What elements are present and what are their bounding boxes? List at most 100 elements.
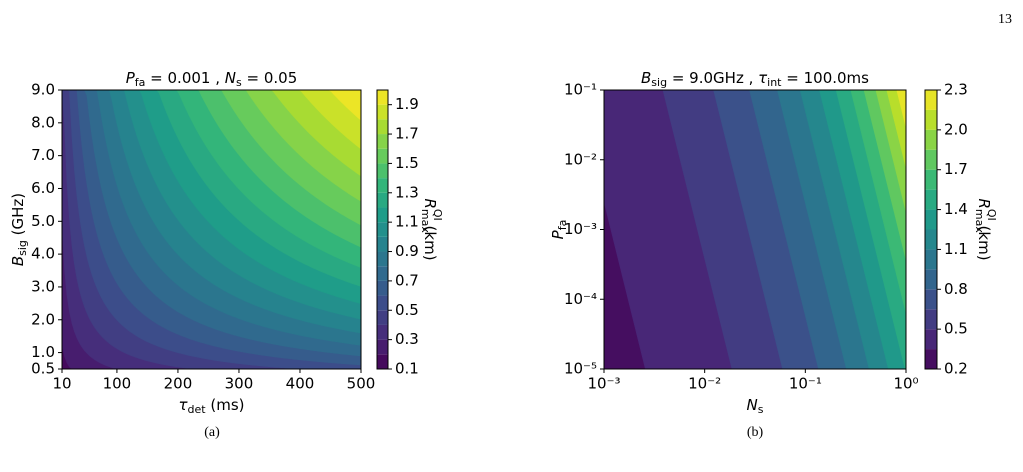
- y-tick-label: 7.0: [31, 146, 55, 164]
- colorbar-frame: [924, 89, 938, 370]
- colorbar-band: [377, 251, 388, 267]
- colorbar-tick-label: 0.5: [395, 301, 419, 319]
- x-tick-label: 200: [164, 375, 193, 393]
- colorbar-band: [377, 163, 388, 179]
- x-tick-label: 10⁻³: [587, 375, 620, 393]
- colorbar-label: RmaxQI​ (km): [973, 198, 998, 260]
- x-axis-label: τdet​ (ms): [178, 396, 244, 417]
- text-part: = 0.001 ,: [145, 69, 224, 87]
- colorbar-band: [377, 295, 388, 311]
- y-tick-label: 5.0: [31, 212, 55, 230]
- y-tick-label: 4.0: [31, 245, 55, 263]
- contour-field: [62, 90, 361, 369]
- colorbar-band: [925, 229, 937, 250]
- contour-band: [896, 90, 906, 369]
- subscript: max: [419, 209, 432, 233]
- colorbar-band: [925, 90, 937, 110]
- subscript: sig: [651, 76, 667, 89]
- text-part: (ms): [206, 396, 245, 414]
- colorbar-band: [925, 129, 937, 150]
- colorbar-band: [377, 324, 388, 340]
- subscript: s: [236, 76, 242, 89]
- colorbar-tick-label: 0.1: [395, 360, 419, 378]
- chart-title: Bsig​ = 9.0GHz , τint​ = 100.0ms: [641, 69, 869, 90]
- plot-frame: [61, 89, 362, 370]
- text-part: R: [976, 198, 994, 208]
- y-tick-label: 6.0: [31, 179, 55, 197]
- x-tick-label: 400: [286, 375, 315, 393]
- colorbar-tick-label: 1.5: [395, 154, 419, 172]
- colorbar-tick-label: 2.0: [944, 120, 968, 138]
- colorbar-band: [925, 149, 937, 170]
- superscript: QI: [985, 209, 998, 221]
- colorbar-band: [377, 90, 388, 105]
- text-part: N: [747, 396, 758, 414]
- y-tick-label: 1.0: [31, 343, 55, 361]
- contour-field: [604, 90, 906, 369]
- colorbar-tick-label: 1.7: [944, 160, 968, 178]
- caption: (a): [204, 425, 220, 440]
- colorbar-band: [925, 249, 937, 270]
- y-axis-label: Bsig​ (GHz): [9, 193, 30, 266]
- y-tick-label: 3.0: [31, 277, 55, 295]
- contour-band: [62, 90, 361, 150]
- colorbar-band: [377, 222, 388, 237]
- colorbar-band: [925, 349, 937, 369]
- colorbar-tick-label: 0.5: [944, 320, 968, 338]
- text-part: (km): [976, 221, 994, 261]
- colorbar-band: [925, 289, 937, 310]
- colorbar-band: [925, 169, 937, 190]
- text-part: B: [9, 256, 27, 266]
- page-number: 13: [998, 12, 1012, 27]
- colorbar-band: [377, 178, 388, 193]
- contour-band: [875, 90, 906, 369]
- text-part: = 9.0GHz ,: [667, 69, 758, 87]
- chart-title: Pfa​ = 0.001 , Ns​ = 0.05: [126, 69, 298, 90]
- x-tick-label: 10⁻¹: [789, 375, 822, 393]
- colorbar-band: [925, 189, 937, 210]
- y-axis-label: Pfa​: [549, 220, 570, 240]
- colorbar-band: [377, 236, 388, 252]
- contour-band: [62, 90, 361, 202]
- colorbar-band: [925, 309, 937, 330]
- colorbar-band: [925, 209, 937, 230]
- subscript: sig: [16, 240, 29, 256]
- colorbar-tick-label: 1.3: [395, 183, 419, 201]
- colorbar-band: [925, 269, 937, 290]
- colorbar-tick-label: 0.3: [395, 330, 419, 348]
- x-tick-label: 10: [52, 375, 71, 393]
- text-part: (GHz): [9, 193, 27, 240]
- y-tick-label: 10⁻²: [564, 150, 597, 168]
- y-tick-label: 10⁻³: [564, 220, 597, 238]
- text-part: τ: [178, 396, 188, 414]
- colorbar-tick-label: 1.1: [944, 240, 968, 258]
- colorbar-band: [377, 192, 388, 208]
- superscript: QI: [431, 209, 444, 221]
- colorbar-band: [925, 329, 937, 350]
- colorbar-tick-label: 0.2: [944, 360, 968, 378]
- colorbar-band: [377, 134, 388, 149]
- colorbar-band: [377, 119, 388, 135]
- colorbar-tick-label: 1.1: [395, 213, 419, 231]
- colorbar-band: [925, 109, 937, 130]
- y-tick-label: 10⁻¹: [564, 81, 597, 99]
- x-tick-label: 500: [347, 375, 376, 393]
- colorbar-band: [377, 339, 388, 355]
- x-tick-label: 300: [225, 375, 254, 393]
- subscript: s: [758, 403, 764, 416]
- text-part: P: [126, 69, 136, 87]
- text-part: (km): [422, 221, 440, 261]
- text-part: N: [225, 69, 236, 87]
- y-tick-label: 9.0: [31, 81, 55, 99]
- x-tick-label: 10⁰: [893, 375, 918, 393]
- y-tick-label: 10⁻⁵: [564, 360, 597, 378]
- y-tick-label: 10⁻⁴: [564, 290, 597, 308]
- colorbar-tick-label: 1.7: [395, 125, 419, 143]
- subscript: fa: [135, 76, 146, 89]
- subscript: int: [767, 76, 782, 89]
- colorbar-tick-label: 0.9: [395, 242, 419, 260]
- text-part: R: [422, 198, 440, 208]
- subscript: max: [973, 209, 986, 233]
- colorbar-band: [377, 354, 388, 369]
